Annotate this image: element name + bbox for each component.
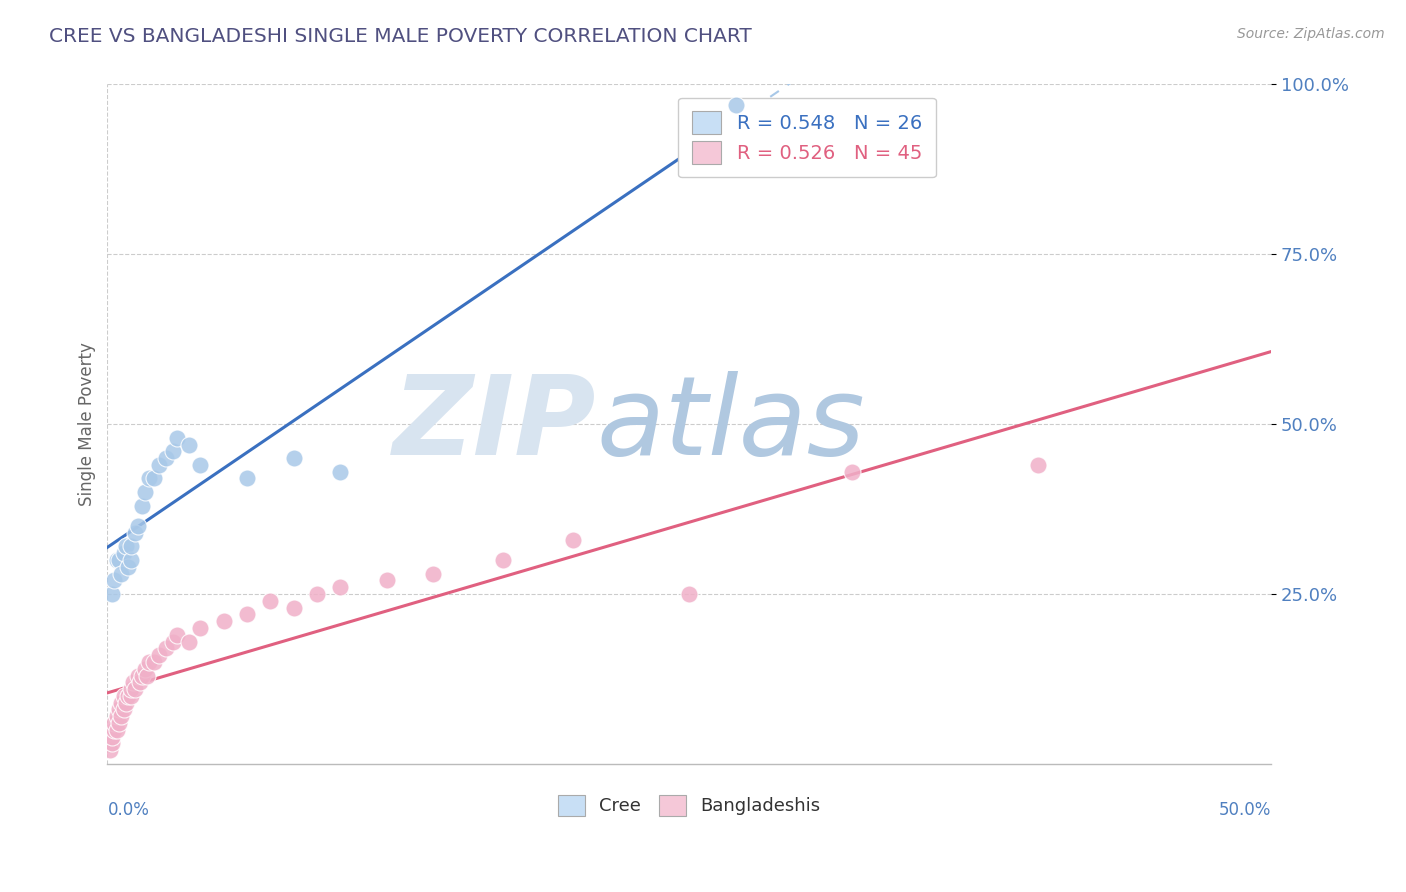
Text: atlas: atlas — [596, 371, 865, 477]
Point — [492, 553, 515, 567]
Point — [375, 574, 398, 588]
Point — [105, 709, 128, 723]
Point — [190, 621, 212, 635]
Point — [142, 655, 165, 669]
Point — [283, 600, 305, 615]
Legend: Cree, Bangladeshis: Cree, Bangladeshis — [551, 788, 828, 822]
Point — [105, 553, 128, 567]
Point — [162, 444, 184, 458]
Point — [136, 668, 159, 682]
Point — [131, 668, 153, 682]
Point — [108, 702, 131, 716]
Point — [115, 696, 138, 710]
Point — [142, 471, 165, 485]
Point — [108, 716, 131, 731]
Text: 0.0%: 0.0% — [107, 801, 149, 819]
Text: 50.0%: 50.0% — [1219, 801, 1271, 819]
Point — [103, 716, 125, 731]
Point — [236, 607, 259, 622]
Point — [162, 634, 184, 648]
Point — [148, 648, 170, 662]
Point — [1028, 458, 1050, 472]
Point — [138, 471, 160, 485]
Point — [329, 580, 352, 594]
Point — [101, 730, 124, 744]
Point — [115, 540, 138, 554]
Point — [117, 689, 139, 703]
Point — [101, 736, 124, 750]
Point — [103, 574, 125, 588]
Point — [108, 553, 131, 567]
Point — [724, 98, 747, 112]
Point — [101, 587, 124, 601]
Point — [166, 431, 188, 445]
Point — [117, 559, 139, 574]
Y-axis label: Single Male Poverty: Single Male Poverty — [79, 343, 96, 506]
Point — [120, 540, 142, 554]
Point — [236, 471, 259, 485]
Point — [305, 587, 328, 601]
Point — [112, 546, 135, 560]
Point — [120, 553, 142, 567]
Point — [138, 655, 160, 669]
Point — [190, 458, 212, 472]
Point — [120, 682, 142, 697]
Point — [212, 614, 235, 628]
Point — [112, 689, 135, 703]
Point — [177, 634, 200, 648]
Text: ZIP: ZIP — [392, 371, 596, 477]
Point — [110, 566, 132, 581]
Point — [120, 689, 142, 703]
Text: CREE VS BANGLADESHI SINGLE MALE POVERTY CORRELATION CHART: CREE VS BANGLADESHI SINGLE MALE POVERTY … — [49, 27, 752, 45]
Point — [283, 451, 305, 466]
Point — [155, 451, 177, 466]
Point — [422, 566, 444, 581]
Point — [155, 641, 177, 656]
Point — [129, 675, 152, 690]
Point — [841, 465, 863, 479]
Point — [561, 533, 583, 547]
Point — [110, 696, 132, 710]
Point — [131, 499, 153, 513]
Point — [259, 594, 281, 608]
Point — [177, 437, 200, 451]
Point — [103, 723, 125, 737]
Point — [134, 662, 156, 676]
Point — [148, 458, 170, 472]
Point — [127, 519, 149, 533]
Point — [329, 465, 352, 479]
Point — [98, 743, 121, 757]
Point — [166, 628, 188, 642]
Point — [127, 668, 149, 682]
Point — [122, 675, 145, 690]
Point — [134, 485, 156, 500]
Point — [124, 525, 146, 540]
Point — [124, 682, 146, 697]
Point — [105, 723, 128, 737]
Text: Source: ZipAtlas.com: Source: ZipAtlas.com — [1237, 27, 1385, 41]
Point — [112, 702, 135, 716]
Point — [678, 587, 700, 601]
Point — [110, 709, 132, 723]
